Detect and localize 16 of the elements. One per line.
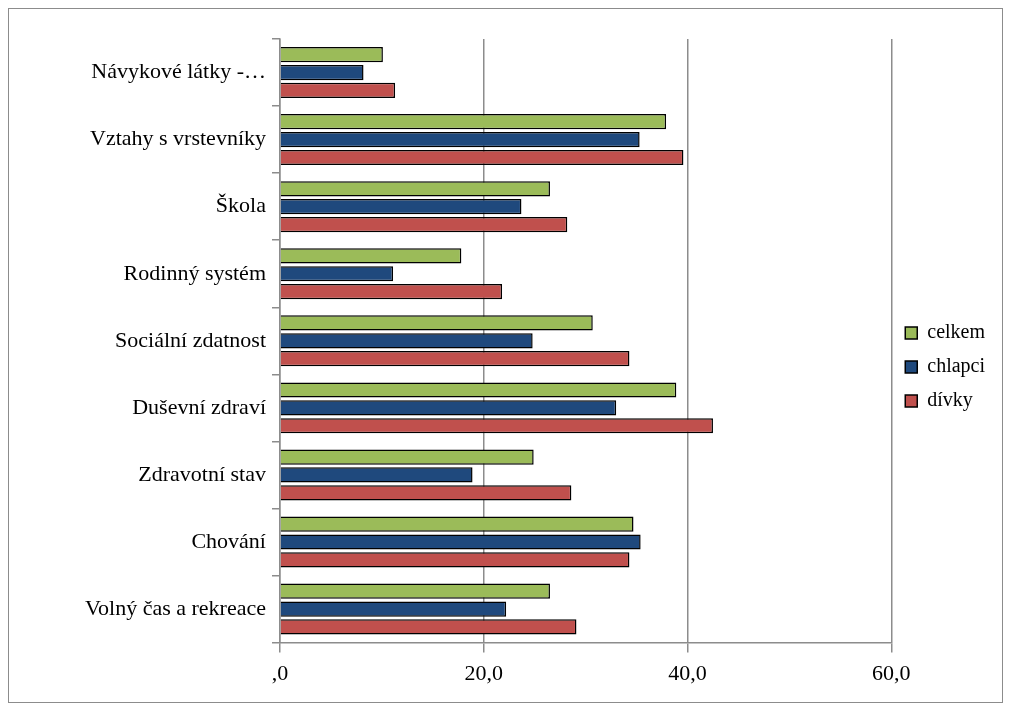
x-tick-label: 40,0 (668, 659, 707, 685)
y-tick-label: Vztahy s vrstevníky (90, 125, 266, 151)
y-tick-label: Návykové látky -… (91, 58, 266, 84)
y-tick-label: Sociální zdatnost (115, 326, 266, 352)
y-tick-label: Chování (191, 527, 266, 553)
x-tick-label: 60,0 (872, 659, 911, 685)
legend-label: chlapci (927, 354, 986, 378)
legend-label: dívky (927, 388, 973, 412)
y-tick-label: Duševní zdraví (132, 393, 266, 419)
x-tick-label: 20,0 (464, 659, 503, 685)
x-tick-label: ,0 (271, 659, 289, 685)
y-tick-label: Volný čas a rekreace (85, 594, 266, 620)
y-tick-label: Rodinný systém (123, 259, 266, 285)
legend-label: celkem (927, 320, 986, 343)
y-tick-label: Zdravotní stav (138, 460, 266, 486)
y-tick-label: Škola (215, 192, 267, 218)
